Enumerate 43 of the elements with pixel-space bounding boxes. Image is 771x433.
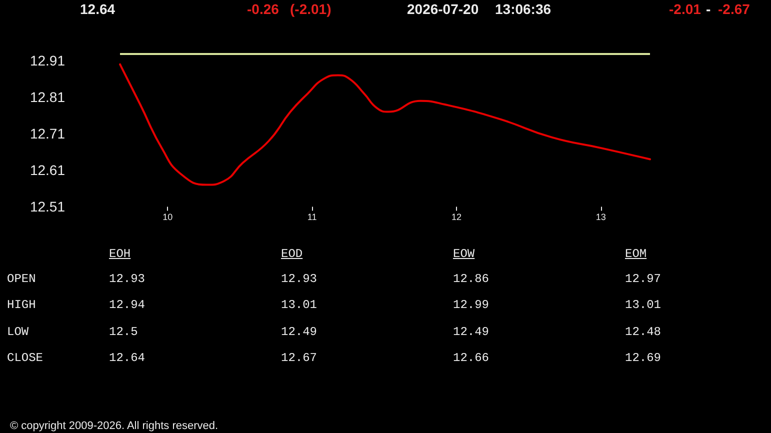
category-label: EOW xyxy=(453,246,475,262)
y-tick-label: 12.51 xyxy=(30,198,66,215)
data-label: 12.94 xyxy=(109,297,146,314)
text: HIGH xyxy=(7,297,36,314)
y-tick-label: 12.61 xyxy=(30,162,66,178)
data-label: 12.69 xyxy=(625,350,662,366)
data-label: 13.01 xyxy=(625,297,662,314)
chart-title: 12.64 xyxy=(80,1,116,17)
y-tick-label: 12.71 xyxy=(30,126,66,142)
data-label: 12.64 xyxy=(109,350,146,366)
text: -2.01 xyxy=(669,1,701,17)
category-label: EOM xyxy=(625,246,647,262)
x-tick-label: 13 xyxy=(596,212,606,222)
text: 13:06:36 xyxy=(495,1,552,17)
data-label: 12.93 xyxy=(281,271,318,287)
text: - xyxy=(706,1,711,17)
data-label: 13.01 xyxy=(281,297,318,314)
category-label: EOD xyxy=(281,246,303,262)
x-tick-label: 11 xyxy=(307,212,317,222)
data-label: 12.48 xyxy=(625,324,662,340)
text: -0.26 xyxy=(247,1,279,17)
data-label: 12.67 xyxy=(281,350,318,366)
y-tick-label: 12.81 xyxy=(30,89,66,106)
text: -2.67 xyxy=(718,1,750,17)
data-label: 12.99 xyxy=(453,297,490,314)
text: LOW xyxy=(7,324,29,340)
text: CLOSE xyxy=(7,350,44,366)
data-label: 12.66 xyxy=(453,350,490,366)
text: OPEN xyxy=(7,271,36,287)
line-series xyxy=(119,63,651,186)
data-label: 12.49 xyxy=(281,324,318,340)
x-tick-label: 10 xyxy=(162,212,173,222)
data-label: 12.86 xyxy=(453,271,490,287)
data-label: 12.97 xyxy=(625,271,662,287)
category-label: EOH xyxy=(109,246,131,262)
data-label: 12.49 xyxy=(453,324,490,340)
y-tick-label: 12.91 xyxy=(30,52,66,69)
x-tick-label: 12 xyxy=(451,212,462,222)
text: (-2.01) xyxy=(290,1,332,17)
data-label: 12.5 xyxy=(109,324,138,340)
text: © copyright 2009-2026. All rights reserved. xyxy=(10,419,218,433)
text: 2026-07-20 xyxy=(407,1,479,17)
data-label: 12.93 xyxy=(109,271,146,287)
